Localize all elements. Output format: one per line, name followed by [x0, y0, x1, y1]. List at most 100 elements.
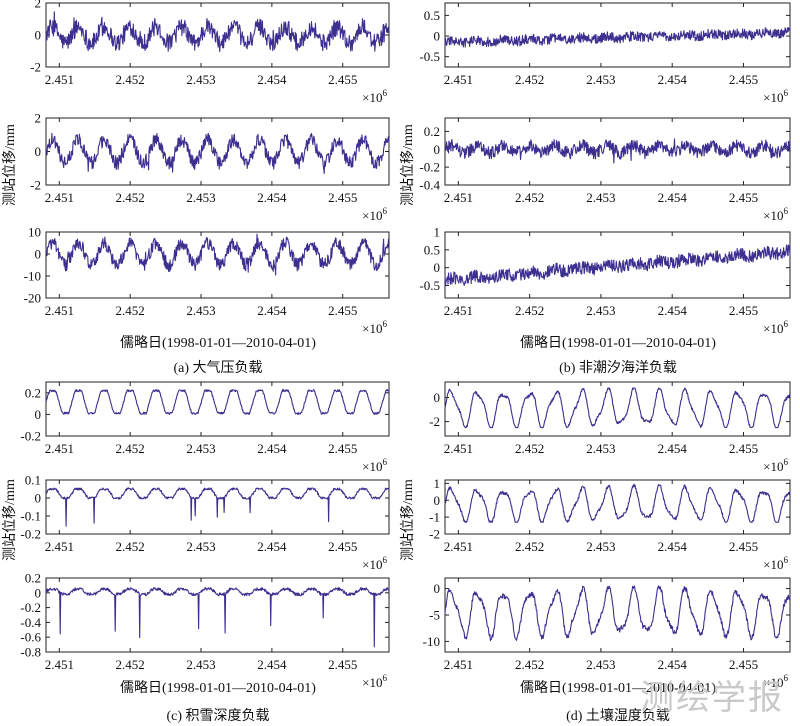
x-tick-label: 2.453 — [586, 303, 615, 318]
x-tick-label: 2.453 — [186, 303, 215, 318]
y-tick-label: 0 — [35, 28, 42, 43]
x-tick-label: 2.452 — [515, 72, 544, 87]
x-tick-label: 2.454 — [658, 72, 688, 87]
x-tick-label: 2.455 — [328, 72, 357, 87]
x-tick-label: 2.454 — [658, 441, 688, 456]
y-tick-label: -1 — [429, 510, 440, 525]
plot-frame — [444, 117, 791, 186]
x-axis-label: 儒略日(1998-01-01—2010-04-01) — [120, 680, 316, 696]
plot-frame — [45, 117, 390, 186]
series-line — [444, 27, 791, 48]
y-tick-label: 0 — [434, 260, 441, 275]
y-tick-label: -0.6 — [20, 630, 41, 645]
x-tick-label: 2.451 — [45, 539, 74, 554]
x-exponent-label: ×106 — [362, 319, 387, 336]
x-tick-label: 2.453 — [586, 190, 615, 205]
x-tick-label: 2.455 — [328, 303, 357, 318]
x-tick-label: 2.452 — [515, 539, 544, 554]
x-exponent-label: ×106 — [362, 555, 387, 572]
x-tick-label: 2.452 — [116, 657, 145, 672]
x-tick-label: 2.455 — [729, 190, 758, 205]
x-tick-label: 2.451 — [45, 72, 74, 87]
x-tick-label: 2.455 — [328, 657, 357, 672]
x-axis-label: 儒略日(1998-01-01—2010-04-01) — [120, 335, 316, 351]
x-tick-label: 2.451 — [444, 657, 473, 672]
y-tick-label: 0 — [35, 247, 42, 262]
y-tick-label: 0 — [434, 29, 441, 44]
panel-caption: (a) 大气压负载 — [173, 360, 262, 376]
y-axis-label-bottom-right: 测站位移/mm — [400, 479, 416, 561]
y-tick-label: 0.2 — [25, 571, 41, 586]
x-tick-label: 2.454 — [257, 72, 287, 87]
y-tick-label: -0.8 — [20, 645, 41, 660]
x-tick-label: 2.455 — [729, 657, 758, 672]
x-exponent-label: ×106 — [763, 555, 788, 572]
y-tick-label: 0 — [434, 390, 441, 405]
x-tick-label: 2.455 — [328, 441, 357, 456]
y-axis-label-top-right: 测站位移/mm — [400, 124, 416, 206]
y-axis-label-bottom-left: 测站位移/mm — [2, 479, 18, 561]
y-tick-label: 0.5 — [424, 242, 440, 257]
plot-frame — [444, 2, 791, 68]
x-tick-label: 2.452 — [515, 441, 544, 456]
y-tick-label: 1 — [434, 476, 441, 491]
x-tick-label: 2.452 — [116, 303, 145, 318]
x-tick-label: 2.451 — [45, 190, 74, 205]
y-tick-label: -0.2 — [20, 600, 41, 615]
x-tick-label: 2.455 — [729, 72, 758, 87]
series-line — [45, 389, 390, 415]
y-tick-label: 10 — [28, 225, 41, 240]
series-line — [45, 487, 390, 527]
y-tick-label: 0 — [35, 144, 42, 159]
panel-caption: (d) 土壤湿度负载 — [566, 707, 670, 724]
x-tick-label: 2.451 — [45, 657, 74, 672]
y-tick-label: 1 — [434, 225, 441, 240]
y-tick-label: 0 — [35, 491, 42, 506]
x-tick-label: 2.455 — [328, 190, 357, 205]
y-tick-label: -2 — [30, 178, 41, 193]
y-tick-label: -5 — [429, 608, 440, 623]
y-tick-label: 0.2 — [25, 385, 41, 400]
x-tick-label: 2.453 — [186, 190, 215, 205]
x-tick-label: 2.454 — [257, 657, 287, 672]
series-line — [45, 587, 390, 648]
x-exponent-label: ×106 — [763, 319, 788, 336]
plot-frame — [45, 381, 390, 437]
series-line — [444, 387, 791, 429]
x-tick-label: 2.451 — [444, 539, 473, 554]
x-tick-label: 2.451 — [45, 441, 74, 456]
y-tick-label: -2 — [30, 60, 41, 75]
y-tick-label: 2 — [35, 0, 42, 11]
y-tick-label: -0.4 — [419, 178, 440, 193]
y-tick-label: 0 — [35, 585, 42, 600]
x-exponent-label: ×106 — [362, 673, 387, 690]
x-exponent-label: ×106 — [362, 206, 387, 223]
series-line — [444, 138, 791, 164]
x-tick-label: 2.455 — [729, 303, 758, 318]
x-exponent-label: ×106 — [763, 88, 788, 105]
y-tick-label: 0 — [434, 142, 441, 157]
series-line — [444, 585, 791, 642]
y-tick-label: 2 — [35, 111, 42, 126]
y-tick-label: 0.5 — [424, 8, 440, 23]
x-tick-label: 2.454 — [257, 190, 287, 205]
y-tick-label: -10 — [24, 269, 41, 284]
x-tick-label: 2.451 — [444, 441, 473, 456]
y-tick-label: 0 — [434, 581, 441, 596]
x-tick-label: 2.452 — [515, 190, 544, 205]
y-tick-label: 0.1 — [25, 473, 41, 488]
series-line — [444, 483, 791, 523]
x-tick-label: 2.452 — [116, 72, 145, 87]
x-tick-label: 2.454 — [658, 657, 688, 672]
x-tick-label: 2.452 — [515, 303, 544, 318]
y-tick-label: -20 — [24, 291, 41, 306]
x-tick-label: 2.453 — [586, 72, 615, 87]
plot-frame — [444, 231, 791, 299]
plot-frame — [444, 381, 791, 437]
x-tick-label: 2.454 — [257, 539, 287, 554]
x-tick-label: 2.451 — [444, 190, 473, 205]
x-tick-label: 2.451 — [444, 72, 473, 87]
y-tick-label: -0.2 — [419, 160, 440, 175]
y-tick-label: -0.5 — [419, 49, 440, 64]
x-exponent-label: ×106 — [362, 88, 387, 105]
